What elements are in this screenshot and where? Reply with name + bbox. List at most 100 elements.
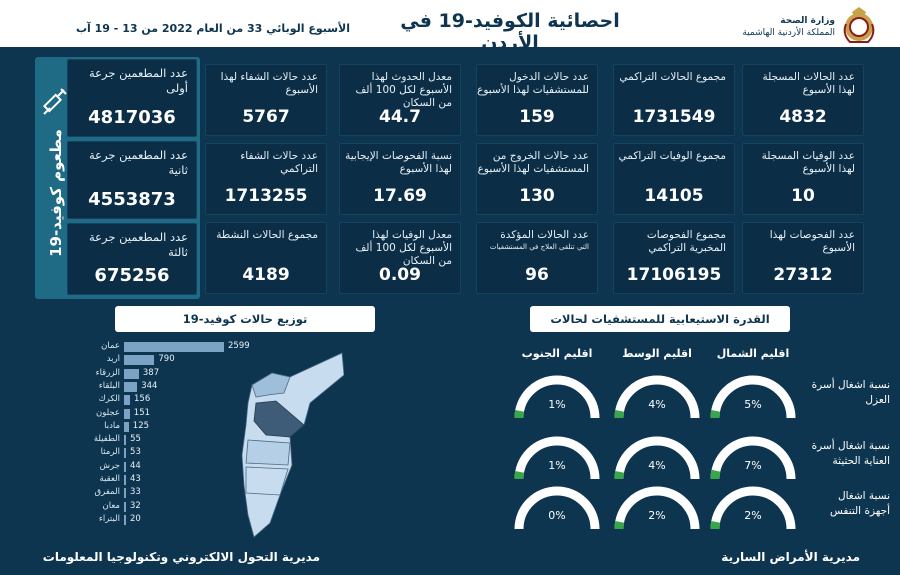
card-value: 14105 [644, 186, 704, 206]
card-value: 17.69 [373, 186, 427, 206]
stat-card: عدد الحالات المسجلة لهذا الأسبوع 4832 [742, 64, 864, 136]
occupancy-gauge: 1% [512, 433, 602, 485]
stat-card: مجموع الوفيات التراكمي 14105 [613, 143, 735, 215]
ministry-line-1: وزارة الصحة [780, 16, 835, 26]
capacity-row-label: نسبة اشغال أجهزة التنفس [829, 490, 890, 517]
gauge-track [710, 436, 796, 480]
region-label: معان [102, 500, 121, 511]
region-value: 2599 [228, 341, 250, 351]
capacity-title: القدرة الاستيعابية للمستشفيات لحالات كوف… [530, 306, 790, 352]
region-value: 44 [130, 460, 141, 471]
stat-card: معدل الوفيات لهذا الأسبوع لكل 100 ألف من… [339, 222, 461, 294]
gauge-percent: 4% [648, 398, 666, 411]
region-label: الكرك [98, 394, 120, 405]
stat-card: عدد حالات الشفاء التراكمي 1713255 [205, 143, 327, 215]
region-label: عمان [101, 341, 120, 351]
region-value: 151 [133, 407, 151, 418]
card-value: 159 [519, 107, 555, 127]
card-sublabel: التي تتلقى العلاج في المستشفيات [489, 243, 589, 251]
gauge-percent: 1% [548, 459, 566, 472]
region-bar [124, 408, 130, 419]
region-value: 32 [130, 500, 141, 511]
region-label: البلقاء [98, 380, 120, 391]
card-label: معدل الحدوث لهذا الأسبوع لكل 100 ألف من … [355, 71, 452, 109]
capacity-region-header: اقليم الشمال [716, 347, 790, 360]
card-label: عدد حالات الخروج من المستشفيات لهذا الأس… [477, 150, 589, 175]
occupancy-gauge: 4% [612, 372, 702, 424]
region-value: 344 [141, 380, 158, 391]
region-label: الرمثا [100, 447, 120, 458]
stat-card: عدد الحالات المؤكدة التي تتلقى العلاج في … [476, 222, 598, 294]
region-bar [124, 501, 126, 512]
region-value: 43 [130, 474, 141, 484]
card-value: 130 [519, 186, 555, 206]
stat-card: مجموع الحالات النشطة 4189 [205, 222, 327, 294]
region-value: 20 [130, 513, 141, 524]
distribution-title: توزيع حالات كوفيد-19 [115, 306, 375, 332]
card-label: عدد الوفيات المسجلة لهذا الأسبوع [761, 150, 855, 175]
gauge-percent: 2% [744, 509, 762, 522]
card-value: 675256 [94, 265, 170, 286]
stat-card: عدد الفحوصات لهذا الأسبوع 27312 [742, 222, 864, 294]
card-value: 96 [525, 265, 549, 285]
region-bar [124, 342, 224, 352]
card-label: عدد المطعمين جرعة أولى [88, 66, 188, 95]
region-label: الزرقاء [95, 367, 120, 378]
stat-card: عدد حالات الدخول للمستشفيات لهذا الأسبوع… [476, 64, 598, 136]
capacity-row-label: نسبة اشغال أسرة العناية الحثيثة [811, 440, 890, 467]
card-value: 1713255 [224, 186, 308, 206]
card-value: 4832 [779, 107, 827, 127]
region-value: 790 [158, 354, 175, 365]
card-label: عدد الفحوصات لهذا الأسبوع [769, 229, 855, 254]
gauge-fill [614, 521, 625, 530]
vaccine-panel: مطعوم كوفيد-19 عدد المطعمين جرعة أولى 48… [35, 57, 200, 299]
card-label: مجموع الحالات التراكمي [619, 71, 726, 83]
stat-card: عدد الوفيات المسجلة لهذا الأسبوع 10 [742, 143, 864, 215]
capacity-region-header: اقليم الجنوب [521, 347, 593, 360]
gauge-percent: 2% [648, 509, 666, 522]
region-bar [124, 421, 129, 432]
card-label: عدد حالات الشفاء التراكمي [240, 150, 318, 175]
region-bar [124, 475, 126, 485]
gauge-fill [614, 410, 625, 419]
jordan-crest-icon [843, 7, 875, 43]
syringe-icon [42, 88, 67, 115]
card-label: عدد الحالات المسجلة لهذا الأسبوع [762, 71, 855, 96]
region-bar [124, 448, 127, 459]
gauge-percent: 7% [744, 459, 762, 472]
card-value: 4189 [242, 265, 290, 285]
occupancy-gauge: 7% [708, 433, 798, 485]
gauge-fill [614, 471, 625, 480]
region-value: 156 [134, 394, 151, 405]
card-label: عدد حالات الدخول للمستشفيات لهذا الأسبوع [477, 71, 589, 96]
occupancy-gauge: 0% [512, 483, 602, 535]
card-label: عدد حالات الشفاء لهذا الأسبوع [220, 71, 318, 96]
region-label: العقبة [99, 474, 120, 484]
gauge-fill [710, 469, 721, 480]
stat-card: نسبة الفحوصات الإيجابية لهذا الأسبوع 17.6… [339, 143, 461, 215]
region-label: مادبا [104, 420, 120, 431]
card-value: 27312 [773, 265, 833, 285]
stat-card: معدل الحدوث لهذا الأسبوع لكل 100 ألف من … [339, 64, 461, 136]
card-value: 10 [791, 186, 815, 206]
region-value: 387 [142, 367, 160, 378]
vaccine-dose2-card: عدد المطعمين جرعة ثانية 4553873 [67, 141, 197, 219]
region-bar [124, 355, 155, 366]
region-value: 53 [130, 447, 141, 458]
gauge-percent: 5% [744, 398, 762, 411]
region-bar [124, 435, 127, 446]
card-label: معدل الوفيات لهذا الأسبوع لكل 100 ألف من… [355, 229, 452, 267]
region-label: الطفيلة [93, 434, 120, 445]
card-label: عدد الحالات المؤكدة [500, 229, 589, 241]
card-value: 4553873 [88, 189, 176, 210]
occupancy-gauge: 2% [612, 483, 702, 535]
card-value: 17106195 [626, 265, 722, 285]
capacity-row-label: نسبة اشغال أسرة العزل [811, 379, 890, 406]
footer-left: مديرية التحول الالكتروني وتكنولوجيا المع… [42, 550, 320, 564]
region-value: 125 [132, 420, 150, 431]
region-bar [124, 381, 138, 392]
gauge-percent: 0% [548, 509, 566, 522]
card-label: نسبة الفحوصات الإيجابية لهذا الأسبوع [345, 150, 452, 175]
gauge-track [514, 486, 600, 530]
card-value: 5767 [242, 107, 290, 127]
